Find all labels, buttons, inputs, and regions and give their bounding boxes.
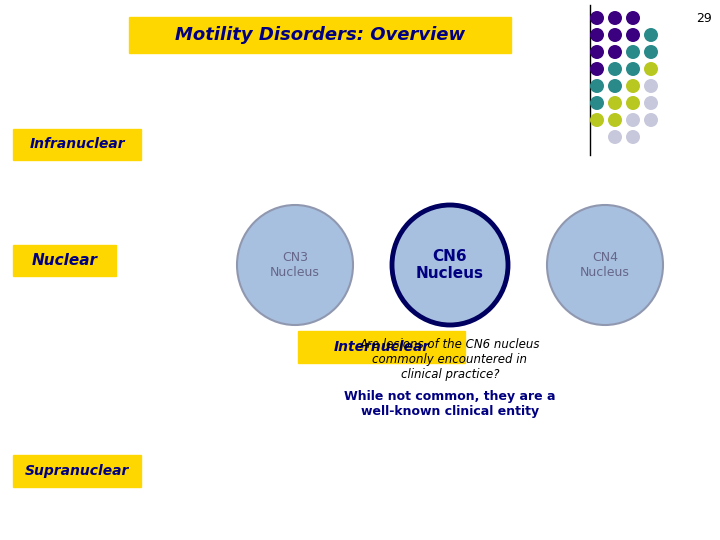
- Circle shape: [608, 11, 622, 25]
- Circle shape: [644, 45, 658, 59]
- Circle shape: [608, 28, 622, 42]
- Circle shape: [590, 11, 604, 25]
- Circle shape: [608, 62, 622, 76]
- Text: Infranuclear: Infranuclear: [30, 138, 125, 151]
- Circle shape: [626, 62, 640, 76]
- Circle shape: [626, 28, 640, 42]
- Circle shape: [608, 79, 622, 93]
- Circle shape: [590, 28, 604, 42]
- Text: Motility Disorders: Overview: Motility Disorders: Overview: [175, 26, 465, 44]
- Ellipse shape: [237, 205, 353, 325]
- Text: Are lesions of the CN6 nucleus
commonly encountered in
clinical practice?: Are lesions of the CN6 nucleus commonly …: [360, 338, 540, 381]
- Text: Supranuclear: Supranuclear: [25, 464, 130, 478]
- Text: CN6
Nucleus: CN6 Nucleus: [416, 249, 484, 281]
- Circle shape: [644, 96, 658, 110]
- Circle shape: [590, 113, 604, 127]
- Text: Nuclear: Nuclear: [32, 253, 98, 268]
- Circle shape: [608, 113, 622, 127]
- Text: CN3
Nucleus: CN3 Nucleus: [270, 251, 320, 279]
- Circle shape: [590, 79, 604, 93]
- Circle shape: [590, 62, 604, 76]
- Circle shape: [590, 45, 604, 59]
- Text: 29: 29: [696, 12, 712, 25]
- Circle shape: [626, 11, 640, 25]
- FancyBboxPatch shape: [298, 331, 465, 363]
- FancyBboxPatch shape: [14, 245, 116, 276]
- Ellipse shape: [547, 205, 663, 325]
- Circle shape: [626, 79, 640, 93]
- Circle shape: [590, 96, 604, 110]
- Circle shape: [644, 113, 658, 127]
- Text: While not common, they are a
well-known clinical entity: While not common, they are a well-known …: [344, 390, 556, 418]
- Text: CN4
Nucleus: CN4 Nucleus: [580, 251, 630, 279]
- Ellipse shape: [392, 205, 508, 325]
- FancyBboxPatch shape: [14, 455, 141, 487]
- Circle shape: [626, 96, 640, 110]
- Circle shape: [608, 45, 622, 59]
- Circle shape: [626, 130, 640, 144]
- Circle shape: [644, 28, 658, 42]
- Circle shape: [608, 96, 622, 110]
- FancyBboxPatch shape: [14, 129, 141, 160]
- Circle shape: [644, 62, 658, 76]
- FancyBboxPatch shape: [129, 17, 511, 53]
- Circle shape: [626, 113, 640, 127]
- Circle shape: [644, 79, 658, 93]
- Circle shape: [626, 45, 640, 59]
- Circle shape: [608, 130, 622, 144]
- Text: Internuclear: Internuclear: [333, 340, 430, 354]
